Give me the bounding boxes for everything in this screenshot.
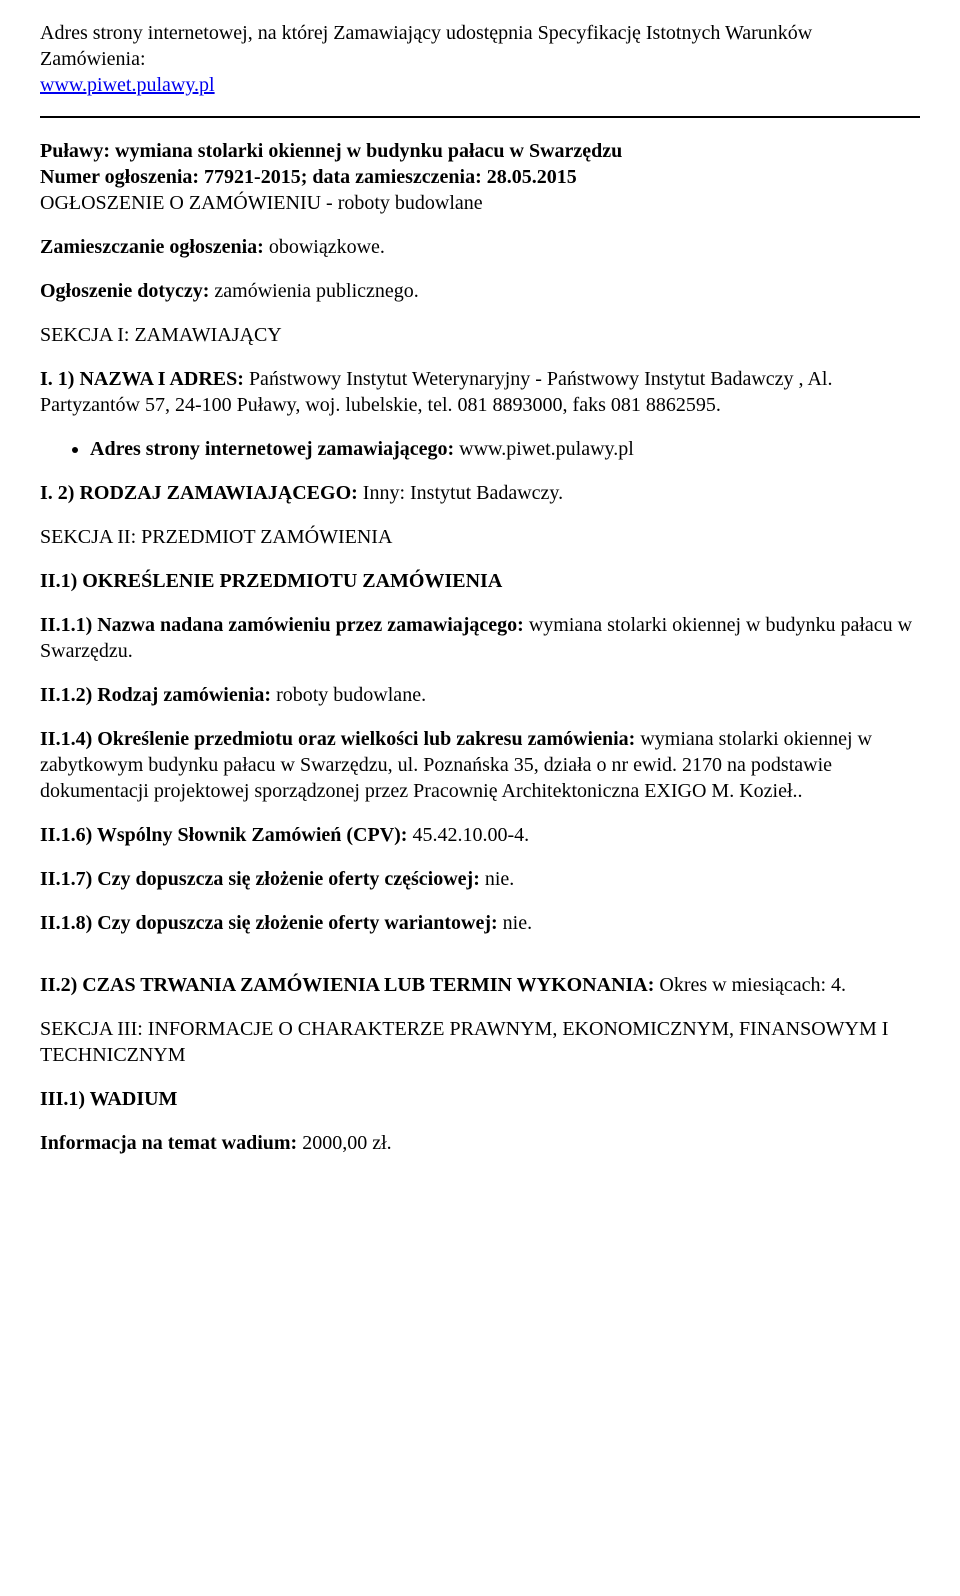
posting-line: Zamieszczanie ogłoszenia: obowiązkowe. [40,234,920,260]
ii1-8-label: II.1.8) Czy dopuszcza się złożenie ofert… [40,912,498,934]
header-intro: Adres strony internetowej, na której Zam… [40,22,812,70]
ii1-7-label: II.1.7) Czy dopuszcza się złożenie ofert… [40,868,480,890]
ii1-8-value: nie. [498,912,532,934]
ii1-2-label: II.1.2) Rodzaj zamówienia: [40,684,271,706]
section3-heading: SEKCJA III: INFORMACJE O CHARAKTERZE PRA… [40,1016,920,1068]
section2-ii1-1: II.1.1) Nazwa nadana zamówieniu przez za… [40,612,920,664]
ii1-7-value: nie. [480,868,514,890]
ii2-label: II.2) CZAS TRWANIA ZAMÓWIENIA LUB TERMIN… [40,974,654,996]
title-line1: Puławy: wymiana stolarki okiennej w budy… [40,140,622,162]
title-block: Puławy: wymiana stolarki okiennej w budy… [40,138,920,216]
section1-i1: I. 1) NAZWA I ADRES: Państwowy Instytut … [40,366,920,418]
bullet-value: www.piwet.pulawy.pl [454,438,634,460]
section1-i2: I. 2) RODZAJ ZAMAWIAJĄCEGO: Inny: Instyt… [40,480,920,506]
divider-rule [40,116,920,118]
section2-ii1-7: II.1.7) Czy dopuszcza się złożenie ofert… [40,866,920,892]
ii1-6-value: 45.42.10.00-4. [407,824,529,846]
ii1-4-label: II.1.4) Określenie przedmiotu oraz wielk… [40,728,635,750]
ii2-value: Okres w miesiącach: 4. [654,974,846,996]
section2-ii1-8: II.1.8) Czy dopuszcza się złożenie ofert… [40,910,920,936]
wadium-label: Informacja na temat wadium: [40,1132,297,1154]
section1-bullet-list: Adres strony internetowej zamawiającego:… [40,436,920,462]
concerns-label: Ogłoszenie dotyczy: [40,280,209,302]
header-url-link[interactable]: www.piwet.pulawy.pl [40,74,215,96]
section2-ii1-6: II.1.6) Wspólny Słownik Zamówień (CPV): … [40,822,920,848]
concerns-line: Ogłoszenie dotyczy: zamówienia publiczne… [40,278,920,304]
ii1-6-label: II.1.6) Wspólny Słownik Zamówień (CPV): [40,824,407,846]
title-line2: Numer ogłoszenia: 77921-2015; data zamie… [40,166,577,188]
posting-value: obowiązkowe. [264,236,385,258]
ii1-1-label: II.1.1) Nazwa nadana zamówieniu przez za… [40,614,524,636]
section2-ii2: II.2) CZAS TRWANIA ZAMÓWIENIA LUB TERMIN… [40,972,920,998]
posting-label: Zamieszczanie ogłoszenia: [40,236,264,258]
concerns-value: zamówienia publicznego. [209,280,418,302]
section2-heading: SEKCJA II: PRZEDMIOT ZAMÓWIENIA [40,524,920,550]
list-item: Adres strony internetowej zamawiającego:… [90,436,920,462]
section2-ii1-4: II.1.4) Określenie przedmiotu oraz wielk… [40,726,920,804]
title-line3: OGŁOSZENIE O ZAMÓWIENIU - roboty budowla… [40,192,483,214]
section3-iii1-heading: III.1) WADIUM [40,1086,920,1112]
i2-label: I. 2) RODZAJ ZAMAWIAJĄCEGO: [40,482,358,504]
bullet-label: Adres strony internetowej zamawiającego: [90,438,454,460]
wadium-value: 2000,00 zł. [297,1132,391,1154]
section2-ii1-heading: II.1) OKREŚLENIE PRZEDMIOTU ZAMÓWIENIA [40,568,920,594]
section2-ii1-2: II.1.2) Rodzaj zamówienia: roboty budowl… [40,682,920,708]
i1-label: I. 1) NAZWA I ADRES: [40,368,244,390]
section1-heading: SEKCJA I: ZAMAWIAJĄCY [40,322,920,348]
ii1-2-value: roboty budowlane. [271,684,426,706]
header-block: Adres strony internetowej, na której Zam… [40,20,920,98]
i2-value: Inny: Instytut Badawczy. [358,482,563,504]
section3-wadium: Informacja na temat wadium: 2000,00 zł. [40,1130,920,1156]
